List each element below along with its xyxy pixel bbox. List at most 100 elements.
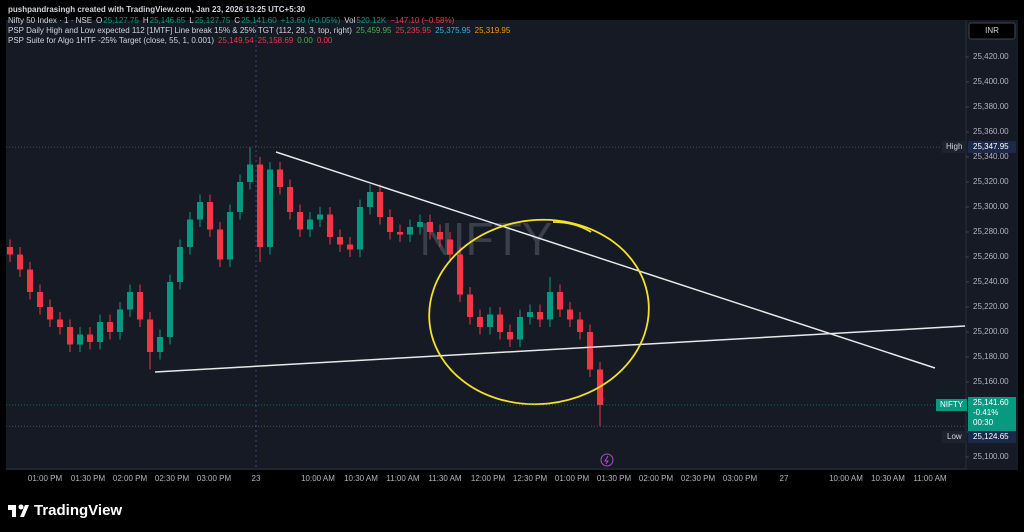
candle-body <box>477 317 483 327</box>
candle-body <box>27 269 33 292</box>
x-tick-label: 10:00 AM <box>301 474 335 483</box>
x-tick-label: 01:30 PM <box>597 474 632 483</box>
legend-value: 25,375.95 <box>435 26 471 35</box>
highlight-stroke <box>552 221 592 233</box>
y-tick-label: 25,100.00 <box>973 452 1009 461</box>
legend-key: H <box>143 16 149 25</box>
x-tick-label: 11:30 AM <box>428 474 462 483</box>
x-tick-label: 11:00 AM <box>913 474 947 483</box>
candle-body <box>327 214 333 237</box>
last-symbol: NIFTY <box>940 400 964 409</box>
candle-body <box>297 212 303 230</box>
legend-title: PSP Suite for Algo 1HTF -25% Target (clo… <box>8 36 214 45</box>
candle-body <box>397 232 403 235</box>
last-symbol-bg <box>936 399 967 411</box>
y-tick-label: 25,240.00 <box>973 277 1009 286</box>
last-value-bg <box>968 397 1016 431</box>
candle-body <box>577 319 583 332</box>
candle-body <box>467 294 473 317</box>
candle-body <box>427 222 433 232</box>
candle-body <box>17 254 23 270</box>
legend-value: 25,146.65 <box>150 16 186 25</box>
y-tick-label: 25,380.00 <box>973 102 1009 111</box>
candle-body <box>247 164 253 182</box>
candle-body <box>37 292 43 307</box>
x-tick-label: 02:30 PM <box>681 474 716 483</box>
x-tick-label: 03:00 PM <box>723 474 758 483</box>
candle-body <box>557 292 563 310</box>
caption: pushpandrasingh created with TradingView… <box>8 5 306 14</box>
x-tick-label: 10:00 AM <box>829 474 863 483</box>
y-tick-label: 25,180.00 <box>973 352 1009 361</box>
candle-body <box>157 337 163 352</box>
legend-value: 520.12K <box>356 16 386 25</box>
event-icon <box>600 453 614 467</box>
last-countdown: 00:30 <box>973 418 994 427</box>
y-tick-label: 25,200.00 <box>973 327 1009 336</box>
trend-line <box>154 325 966 373</box>
legend-key: O <box>96 16 102 25</box>
legend-title: Nifty 50 Index · 1 · NSE <box>8 16 92 25</box>
candle-body <box>507 332 513 340</box>
legend-value: 25,459.95 <box>356 26 392 35</box>
candle-body <box>587 332 593 370</box>
legend-value: 25,149.54 <box>218 36 254 45</box>
last-value: 25,141.60 <box>973 398 1009 407</box>
y-tick-label: 25,320.00 <box>973 177 1009 186</box>
candle-body <box>87 334 93 342</box>
candle-body <box>417 222 423 227</box>
candle-body <box>137 292 143 320</box>
trend-line <box>275 151 936 369</box>
x-tick-label: 03:00 PM <box>197 474 232 483</box>
low-tag: Low <box>947 432 962 441</box>
candle-body <box>57 319 63 327</box>
last-change: -0.41% <box>973 408 998 417</box>
event-icon-bolt <box>604 455 609 465</box>
candle-body <box>97 322 103 342</box>
candle-body <box>547 292 553 320</box>
y-tick-label: 25,280.00 <box>973 227 1009 236</box>
high-tag: High <box>946 142 962 151</box>
x-tick-label: 01:00 PM <box>28 474 63 483</box>
legend-value: 0.00 <box>317 36 333 45</box>
legend-value: 25,127.75 <box>103 16 139 25</box>
y-tick-label: 25,220.00 <box>973 302 1009 311</box>
legend-value: 25,141.60 <box>241 16 277 25</box>
candle-body <box>367 192 373 207</box>
x-tick-label: 10:30 AM <box>871 474 905 483</box>
candle-body <box>567 309 573 320</box>
candle-body <box>387 217 393 232</box>
y-tick-label: 25,400.00 <box>973 77 1009 86</box>
candle-body <box>47 307 53 320</box>
candle-body <box>437 232 443 240</box>
legend-value: −147.10 (−0.58%) <box>390 16 454 25</box>
x-tick-label: 01:30 PM <box>71 474 106 483</box>
low-value: 25,124.65 <box>973 432 1009 441</box>
legend-value: 25,158.69 <box>258 36 294 45</box>
candle-body <box>177 247 183 282</box>
candle-body <box>127 292 133 310</box>
x-tick-label: 02:00 PM <box>113 474 148 483</box>
x-tick-label: 12:30 PM <box>513 474 548 483</box>
candle-body <box>287 187 293 212</box>
candle-body <box>237 182 243 212</box>
legend-value: +13.60 (+0.05%) <box>281 16 341 25</box>
candles <box>7 147 603 427</box>
candle-body <box>7 247 13 255</box>
legend-value: 25,235.95 <box>395 26 431 35</box>
legend-value: 25,319.95 <box>475 26 511 35</box>
highlight-ellipse <box>428 218 650 406</box>
x-tick-label: 02:30 PM <box>155 474 190 483</box>
legend-title: PSP Daily High and Low expected 112 [1MT… <box>8 26 352 35</box>
candle-body <box>357 207 363 250</box>
low-tag-bg <box>942 431 967 443</box>
candle-body <box>147 319 153 352</box>
candle-body <box>67 327 73 345</box>
candle-body <box>487 314 493 327</box>
x-tick-label: 01:00 PM <box>555 474 590 483</box>
candle-body <box>77 334 83 345</box>
x-tick-label: 23 <box>252 474 261 483</box>
candle-body <box>537 312 543 320</box>
legend-line: PSP Suite for Algo 1HTF -25% Target (clo… <box>8 36 333 45</box>
